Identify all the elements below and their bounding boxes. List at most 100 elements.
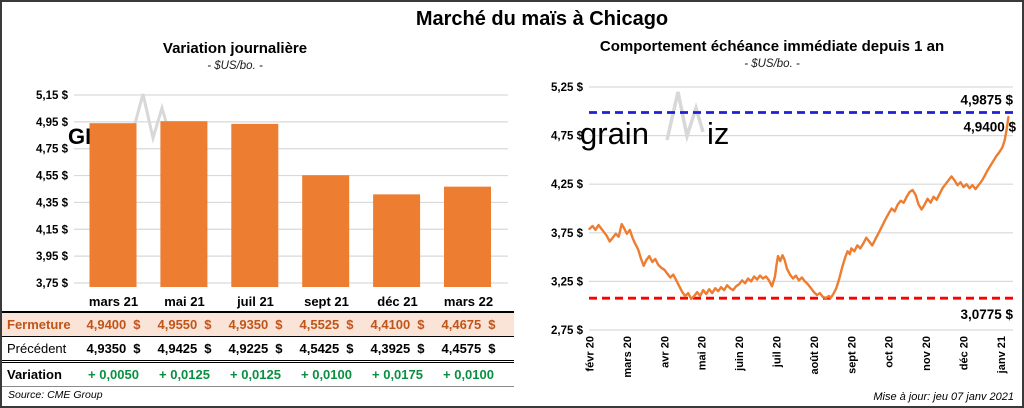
value-cell: 4,9425 $ [149,341,220,356]
y-axis-tick-label: 2,75 $ [551,325,584,337]
price-value: 4,9425 [157,341,198,356]
currency-symbol: $ [133,317,141,332]
x-axis-tick-label: nov 20 [921,336,933,371]
y-axis-tick-label: 3,75 $ [36,278,69,290]
y-axis-tick-label: 3,25 $ [551,276,584,288]
currency-symbol: $ [204,317,212,332]
currency-symbol: $ [133,341,141,356]
currency-symbol: $ [488,317,496,332]
price-value: + 0,0125 [230,367,281,382]
bar-sept 21 [302,175,350,287]
price-value: 4,5425 [299,341,340,356]
row-label: Précédent [7,341,67,356]
y-axis-tick-label: 4,75 $ [551,131,584,143]
price-series-line [588,115,1010,301]
price-value: 4,4675 [441,317,482,332]
x-axis-tick-label: juin 20 [734,336,746,372]
bar-chart-title: Variation journalière [162,40,308,57]
currency-symbol: $ [346,341,354,356]
price-value: 4,5525 [299,317,340,332]
value-cell: 4,9225 $ [220,341,291,356]
watermark-zigzag-icon [665,91,705,143]
column-header: mai 21 [164,293,205,309]
price-value: + 0,0050 [88,367,139,382]
value-cell: 4,4100 $ [362,317,433,332]
y-axis-tick-label: 3,75 $ [551,228,584,240]
x-axis-tick-label: déc 20 [959,336,971,370]
x-axis-tick-label: sept 20 [846,336,858,374]
currency-symbol: $ [275,317,283,332]
price-value: + 0,0100 [443,367,494,382]
column-header: mars 21 [88,293,139,309]
watermark-zigzag-icon [128,93,171,144]
x-axis-tick-label: févr 20 [585,336,597,371]
page-title: Marché du maïs à Chicago [415,8,669,30]
line-chart-title: Comportement échéance immédiate depuis 1… [599,38,945,55]
table-header-row: mars 21 mai 21 juil 21 sept 21 déc 21 mars 22 [2,291,514,313]
low-value-label: 3,0775 $ [960,307,1013,322]
grainwiz-watermark: grain iz [580,91,729,151]
price-value: 4,9400 [86,317,127,332]
front-month-line-chart: 5,25 $ 4,75 $ 4,25 $ 3,75 $ 3,25 $ 2,75 $ grai… [551,82,1016,378]
value-cell: 4,9350 $ [78,341,149,356]
bar-juil 21 [231,123,279,287]
price-value: 4,9350 [86,341,127,356]
price-value: 4,4100 [370,317,411,332]
last-price-label: 4,9400 $ [963,120,1016,135]
value-cell: + 0,0100 [291,367,362,382]
x-axis-tick-label: mai 20 [697,336,709,370]
value-cell: 4,5425 $ [291,341,362,356]
x-axis-tick-label: avr 20 [659,336,671,368]
row-label: Fermeture [7,317,71,332]
value-cell: 4,5525 $ [291,317,362,332]
value-cell: 4,9350 $ [220,317,291,332]
y-axis-tick-label: 4,55 $ [36,171,69,183]
table-row: Fermeture 4,9400 $4,9550 $4,9350 $4,5525 $4,4… [2,313,514,337]
price-value: + 0,0100 [301,367,352,382]
x-axis-tick-label: janv 21 [996,336,1008,374]
y-axis-tick-label: 4,35 $ [36,197,69,209]
y-axis-tick-label: 4,95 $ [36,117,69,129]
column-header: mars 22 [443,293,494,309]
y-axis-tick-label: 4,15 $ [36,224,69,236]
bar-mars 21 [89,123,137,287]
watermark-text: grain [580,116,649,151]
column-header: juil 21 [237,293,274,309]
value-cell: + 0,0125 [149,367,220,382]
price-value: 4,4575 [441,341,482,356]
price-value: 4,9225 [228,341,269,356]
value-cell: 4,4675 $ [433,317,504,332]
futures-price-table: mars 21 mai 21 juil 21 sept 21 déc 21 mars 22… [2,291,514,387]
currency-symbol: $ [417,341,425,356]
update-note: Mise à jour: jeu 07 janv 2021 [873,391,1014,403]
x-axis-tick-label: oct 20 [884,336,896,368]
currency-symbol: $ [346,317,354,332]
price-value: + 0,0175 [372,367,423,382]
y-axis-tick-label: 5,25 $ [551,82,584,94]
bar-déc 21 [373,194,421,287]
currency-symbol: $ [417,317,425,332]
price-value: 4,9350 [228,317,269,332]
bar-mai 21 [160,121,208,287]
value-cell: + 0,0175 [362,367,433,382]
y-axis-tick-label: 5,15 $ [36,90,69,102]
daily-variation-bar-chart: 5,15 $ 4,95 $ 4,75 $ 4,55 $ 4,35 $ 4,15 $ 3,95… [36,90,508,290]
column-header: déc 21 [377,293,418,309]
watermark-text: iz [707,116,729,151]
table-row: Précédent 4,9350 $4,9425 $4,9225 $4,5425 $4,3… [2,337,514,363]
y-axis-tick-label: 4,25 $ [551,179,584,191]
x-axis-tick-label: juil 20 [772,336,784,368]
source-note: Source: CME Group [8,389,103,401]
x-axis-tick-label: mars 20 [622,336,634,378]
value-cell: 4,9400 $ [78,317,149,332]
value-cell: 4,4575 $ [433,341,504,356]
value-cell: 4,9550 $ [149,317,220,332]
price-value: 4,3925 [370,341,411,356]
price-value: + 0,0125 [159,367,210,382]
y-axis-tick-label: 4,75 $ [36,144,69,156]
row-label: Variation [7,367,62,382]
table-row: Variation + 0,0050 + 0,0125 + 0,0125 + 0,010… [2,363,514,387]
price-value: 4,9550 [157,317,198,332]
x-axis-tick-label: août 20 [809,336,821,375]
